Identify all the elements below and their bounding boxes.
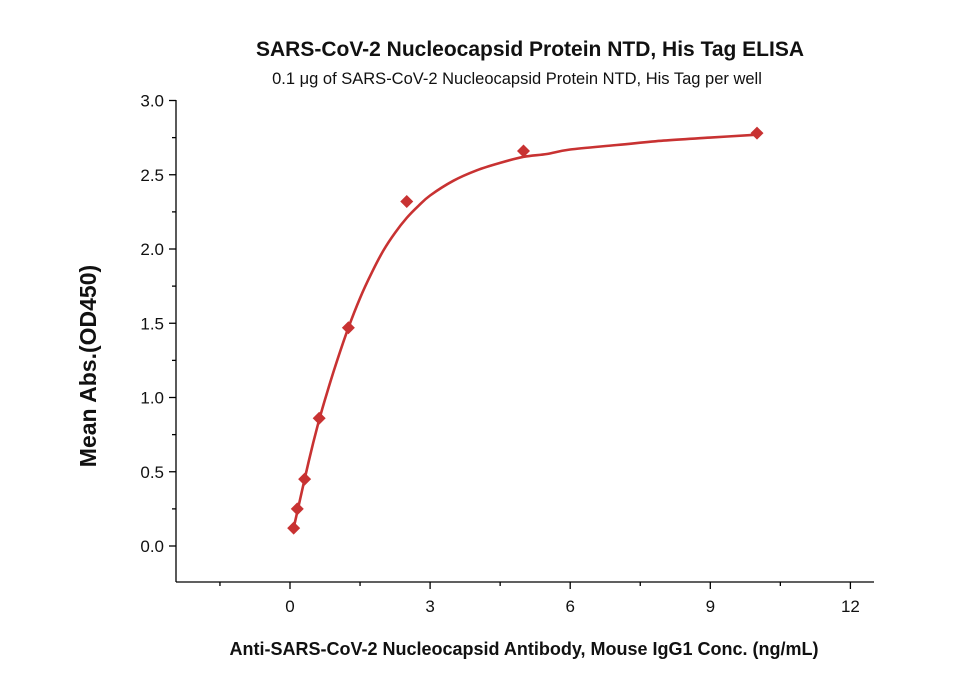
y-tick-label: 2.0: [140, 240, 164, 259]
data-point: [750, 126, 764, 140]
y-tick-label: 3.0: [140, 92, 164, 111]
data-point: [341, 321, 355, 335]
data-points: [287, 126, 764, 535]
x-tick-label: 3: [425, 597, 434, 616]
chart-title: SARS-CoV-2 Nucleocapsid Protein NTD, His…: [256, 38, 804, 61]
y-tick-label: 1.0: [140, 389, 164, 408]
x-tick-label: 9: [706, 597, 715, 616]
x-tick-label: 12: [841, 597, 860, 616]
data-point: [298, 472, 312, 486]
axes: [175, 100, 874, 583]
chart-subtitle: 0.1 μg of SARS-CoV-2 Nucleocapsid Protei…: [272, 70, 762, 88]
data-point: [400, 194, 414, 208]
y-axis-label: Mean Abs.(OD450): [75, 265, 101, 467]
data-point: [287, 521, 301, 535]
y-tick-label: 0.5: [140, 463, 164, 482]
data-point: [517, 144, 530, 158]
y-ticks: 0.0 0.5 1.0 1.5 2.0 2.5 3.0: [140, 92, 176, 556]
fit-curve: [292, 133, 759, 530]
x-axis-label: Anti-SARS-CoV-2 Nucleocapsid Antibody, M…: [229, 639, 818, 659]
y-tick-label: 0.0: [140, 537, 164, 556]
y-tick-label: 1.5: [140, 314, 164, 333]
data-point: [290, 502, 304, 516]
x-ticks: 0 3 6 9 12: [219, 582, 860, 616]
x-tick-label: 0: [285, 597, 294, 616]
x-tick-label: 6: [565, 597, 574, 616]
data-point: [312, 411, 326, 425]
y-tick-label: 2.5: [140, 166, 164, 185]
